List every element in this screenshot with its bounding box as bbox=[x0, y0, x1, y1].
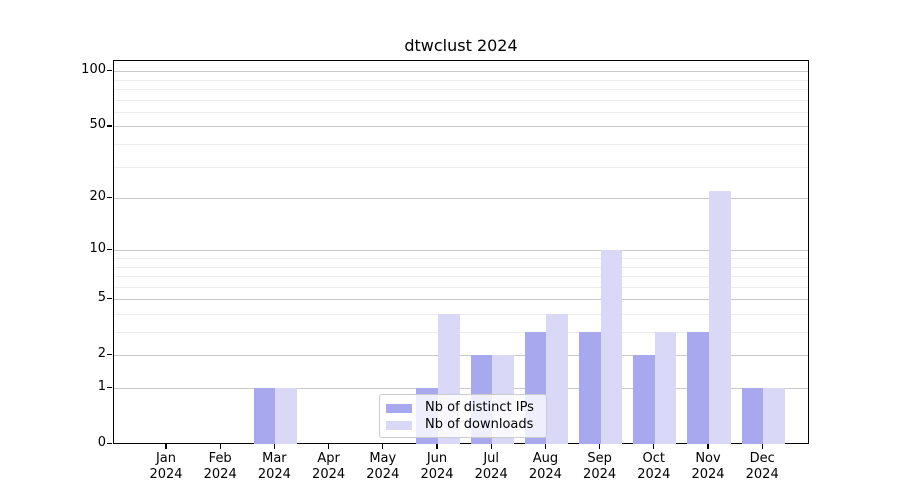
major-gridline bbox=[114, 250, 808, 252]
bar-downloads bbox=[600, 250, 623, 444]
x-tick-mark bbox=[165, 444, 167, 449]
y-tick-mark bbox=[107, 387, 112, 389]
bar-downloads bbox=[709, 190, 731, 444]
y-tick-label: 2 bbox=[97, 346, 106, 362]
y-tick-label: 1 bbox=[97, 379, 106, 394]
y-tick-mark bbox=[107, 125, 112, 127]
legend-swatch-distinct-ips bbox=[386, 403, 412, 413]
x-tick-label: Oct 2024 bbox=[637, 451, 671, 482]
x-tick-label: Jul 2024 bbox=[474, 451, 508, 482]
y-tick-mark bbox=[107, 298, 112, 300]
x-tick-label: Nov 2024 bbox=[691, 451, 725, 482]
chart-title: dtwclust 2024 bbox=[404, 36, 518, 55]
legend-swatch-downloads bbox=[386, 420, 412, 430]
minor-gridline bbox=[114, 99, 808, 101]
y-tick-mark bbox=[107, 70, 112, 72]
bar-distinct-ips bbox=[253, 388, 276, 444]
minor-gridline bbox=[114, 286, 808, 288]
y-tick-mark bbox=[107, 354, 112, 356]
minor-gridline bbox=[114, 332, 808, 333]
bar-distinct-ips bbox=[741, 388, 764, 444]
legend: Nb of distinct IPs Nb of downloads bbox=[379, 394, 547, 438]
minor-gridline bbox=[114, 166, 808, 168]
legend-item-distinct-ips: Nb of distinct IPs bbox=[386, 400, 540, 416]
x-tick-label: Sep 2024 bbox=[583, 451, 617, 482]
x-tick-mark bbox=[382, 444, 384, 449]
y-tick-label: 0 bbox=[97, 435, 106, 450]
x-tick-mark bbox=[219, 444, 221, 449]
major-gridline bbox=[114, 198, 808, 200]
bar-downloads bbox=[654, 332, 677, 444]
y-tick-mark bbox=[107, 197, 112, 199]
legend-label-distinct-ips: Nb of distinct IPs bbox=[425, 400, 534, 415]
minor-gridline bbox=[114, 266, 808, 268]
x-tick-mark bbox=[599, 444, 601, 449]
bar-distinct-ips bbox=[687, 332, 709, 444]
plot-area: Nb of distinct IPs Nb of downloads bbox=[113, 60, 809, 444]
y-tick-mark bbox=[107, 443, 112, 445]
x-tick-label: Apr 2024 bbox=[312, 451, 346, 482]
x-tick-mark bbox=[436, 444, 438, 449]
major-gridline bbox=[114, 355, 808, 357]
major-gridline bbox=[114, 299, 808, 301]
minor-gridline bbox=[114, 111, 808, 113]
major-gridline bbox=[114, 388, 808, 389]
bar-downloads bbox=[275, 388, 298, 444]
x-tick-label: Feb 2024 bbox=[203, 451, 237, 482]
x-tick-label: Mar 2024 bbox=[257, 451, 291, 482]
legend-item-downloads: Nb of downloads bbox=[386, 417, 540, 433]
y-tick-label: 50 bbox=[89, 117, 106, 133]
minor-gridline bbox=[114, 313, 808, 315]
bar-downloads bbox=[546, 313, 569, 444]
x-tick-mark bbox=[328, 444, 330, 449]
x-tick-label: Dec 2024 bbox=[745, 451, 779, 482]
x-tick-mark bbox=[544, 444, 546, 449]
major-gridline bbox=[114, 71, 808, 73]
x-tick-mark bbox=[490, 444, 492, 449]
legend-label-downloads: Nb of downloads bbox=[425, 417, 534, 432]
x-tick-mark bbox=[273, 444, 275, 449]
y-tick-label: 100 bbox=[81, 62, 106, 78]
x-tick-label: May 2024 bbox=[366, 451, 400, 482]
bar-distinct-ips bbox=[578, 332, 601, 444]
minor-gridline bbox=[114, 276, 808, 278]
x-tick-mark bbox=[707, 444, 709, 449]
minor-gridline bbox=[114, 89, 808, 90]
minor-gridline bbox=[114, 144, 808, 145]
x-tick-label: Aug 2024 bbox=[528, 451, 562, 482]
x-tick-mark bbox=[653, 444, 655, 449]
major-gridline bbox=[114, 126, 808, 128]
x-tick-label: Jan 2024 bbox=[149, 451, 183, 482]
y-tick-mark bbox=[107, 249, 112, 251]
y-tick-label: 5 bbox=[97, 290, 106, 306]
minor-gridline bbox=[114, 79, 808, 81]
y-tick-label: 20 bbox=[89, 189, 106, 205]
minor-gridline bbox=[114, 257, 808, 259]
bar-downloads bbox=[763, 388, 785, 444]
bar-distinct-ips bbox=[633, 355, 655, 444]
y-tick-label: 10 bbox=[89, 241, 106, 257]
x-tick-label: Jun 2024 bbox=[420, 451, 454, 482]
x-tick-mark bbox=[761, 444, 763, 449]
